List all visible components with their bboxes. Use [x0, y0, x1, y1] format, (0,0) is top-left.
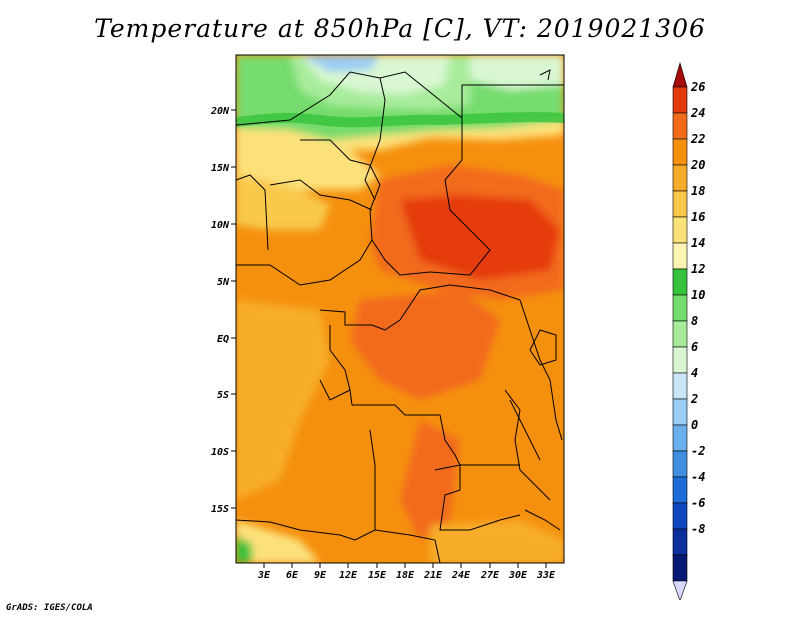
- colorbar-swatch: [672, 61, 688, 88]
- svg-text:9E: 9E: [314, 570, 327, 581]
- svg-text:15S: 15S: [211, 504, 229, 515]
- colorbar-swatch: [672, 502, 688, 530]
- colorbar-label: -4: [691, 470, 705, 484]
- colorbar-label: 6: [691, 340, 698, 354]
- lat-tick-label: EQ: [217, 334, 236, 345]
- colorbar: 26 24 22 20 18 16 14 12 10 8 6 4 2 0 -2 …: [672, 61, 705, 600]
- colorbar-swatch: [672, 476, 688, 504]
- svg-text:15E: 15E: [368, 570, 387, 581]
- colorbar-label: 8: [691, 314, 698, 328]
- colorbar-label: 26: [690, 80, 705, 94]
- lon-tick-label: 30E: [508, 563, 528, 581]
- colorbar-label: 10: [691, 288, 705, 302]
- colorbar-swatch: [672, 190, 688, 218]
- svg-text:33E: 33E: [536, 570, 556, 581]
- colorbar-labels: 26 24 22 20 18 16 14 12 10 8 6 4 2 0 -2 …: [690, 80, 705, 536]
- svg-text:EQ: EQ: [217, 334, 229, 345]
- colorbar-swatch: [672, 580, 688, 600]
- colorbar-swatch: [672, 372, 688, 400]
- lat-tick-label: 5N: [217, 277, 236, 288]
- svg-text:10S: 10S: [211, 447, 229, 458]
- colorbar-swatch: [672, 450, 688, 478]
- colorbar-label: 24: [690, 106, 705, 120]
- colorbar-swatch: [672, 424, 688, 452]
- country-borders: [236, 69, 564, 563]
- colorbar-swatch: [672, 86, 688, 114]
- temperature-map-figure: 20N 15N 10N 5N EQ 5S 10S 15S 3E 6E 9E 12…: [210, 54, 705, 600]
- colorbar-label: 4: [691, 366, 698, 380]
- svg-text:5S: 5S: [217, 390, 229, 401]
- lat-tick-label: 5S: [217, 390, 236, 401]
- colorbar-swatch: [672, 112, 688, 140]
- lat-tick-label: 15N: [211, 163, 236, 174]
- colorbar-swatch: [672, 164, 688, 192]
- lon-tick-label: 12E: [339, 563, 358, 581]
- lon-tick-label: 24E: [451, 563, 471, 581]
- lon-tick-label: 15E: [368, 563, 387, 581]
- colorbar-swatch: [672, 138, 688, 166]
- lon-tick-label: 27E: [480, 563, 500, 581]
- colorbar-label: 18: [691, 184, 705, 198]
- lon-tick-label: 9E: [314, 563, 327, 581]
- svg-text:21E: 21E: [423, 570, 443, 581]
- svg-text:15N: 15N: [211, 163, 230, 174]
- lat-tick-label: 10S: [211, 447, 236, 458]
- colorbar-label: 2: [690, 392, 698, 406]
- map-title: Temperature at 850hPa [C], VT: 201902130…: [94, 14, 706, 43]
- colorbar-label: 16: [691, 210, 705, 224]
- colorbar-label: -8: [691, 522, 705, 536]
- colorbar-swatches: [672, 61, 688, 600]
- lat-tick-label: 20N: [210, 106, 236, 117]
- colorbar-swatch: [672, 554, 688, 582]
- longitude-axis: 3E 6E 9E 12E 15E 18E 21E 24E 27E 30E 33E: [257, 563, 556, 581]
- colorbar-swatch: [672, 320, 688, 348]
- svg-text:24E: 24E: [451, 570, 471, 581]
- svg-text:30E: 30E: [508, 570, 528, 581]
- lon-tick-label: 6E: [286, 563, 299, 581]
- latitude-axis: 20N 15N 10N 5N EQ 5S 10S 15S: [210, 106, 236, 515]
- svg-text:10N: 10N: [211, 220, 230, 231]
- svg-text:18E: 18E: [396, 570, 415, 581]
- colorbar-swatch: [672, 242, 688, 270]
- svg-text:20N: 20N: [210, 106, 230, 117]
- lon-tick-label: 33E: [536, 563, 556, 581]
- colorbar-swatch: [672, 398, 688, 426]
- colorbar-label: 14: [691, 236, 705, 250]
- grads-credit: GrADS: IGES/COLA: [6, 603, 93, 613]
- colorbar-swatch: [672, 528, 688, 556]
- lon-tick-label: 18E: [396, 563, 415, 581]
- lat-tick-label: 15S: [211, 504, 236, 515]
- lon-tick-label: 3E: [257, 563, 271, 581]
- colorbar-swatch: [672, 294, 688, 322]
- colorbar-swatch: [672, 216, 688, 244]
- colorbar-label: 22: [690, 132, 705, 146]
- colorbar-label: -2: [691, 444, 705, 458]
- colorbar-label: 20: [690, 158, 705, 172]
- temperature-field: [236, 55, 564, 563]
- colorbar-swatch: [672, 268, 688, 296]
- lat-tick-label: 10N: [211, 220, 236, 231]
- svg-text:27E: 27E: [480, 570, 500, 581]
- svg-text:12E: 12E: [339, 570, 358, 581]
- lon-tick-label: 21E: [423, 563, 443, 581]
- colorbar-label: -6: [691, 496, 705, 510]
- colorbar-label: 12: [691, 262, 705, 276]
- map-frame: [235, 54, 565, 564]
- svg-text:5N: 5N: [217, 277, 230, 288]
- svg-text:3E: 3E: [257, 570, 271, 581]
- colorbar-label: 0: [691, 418, 698, 432]
- colorbar-swatch: [672, 346, 688, 374]
- svg-text:6E: 6E: [286, 570, 299, 581]
